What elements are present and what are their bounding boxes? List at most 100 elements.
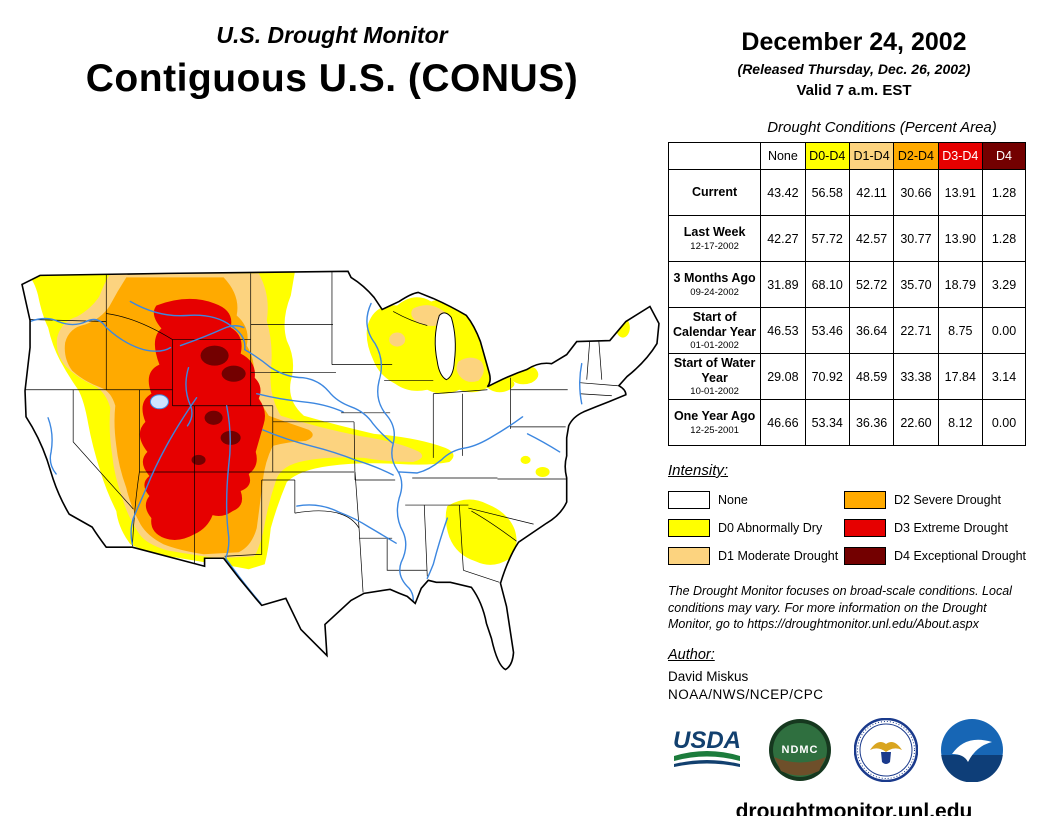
table-row: One Year Ago 12-25-2001 46.66 53.34 36.36… <box>667 399 1026 446</box>
cell-value: 42.27 <box>760 215 806 262</box>
cell-value: 18.79 <box>937 261 984 308</box>
conus-map-container <box>18 264 668 694</box>
table-row: 3 Months Ago 09-24-2002 31.89 68.10 52.72… <box>667 261 1026 308</box>
legend-title: Intensity: <box>668 462 729 479</box>
col-header-d4: D4 <box>982 142 1026 170</box>
region-title: Contiguous U.S. (CONUS) <box>85 57 579 100</box>
usda-swoosh <box>674 750 740 761</box>
cell-value: 0.00 <box>982 399 1026 446</box>
ndmc-logo-text: NDMC <box>782 744 819 756</box>
cell-value: 29.08 <box>760 353 806 400</box>
date-block: December 24, 2002 (Released Thursday, De… <box>668 28 1040 99</box>
table-caption: Drought Conditions (Percent Area) <box>767 119 997 136</box>
cell-value: 30.66 <box>893 169 939 216</box>
row-label: Start of Calendar Year <box>673 310 757 339</box>
row-date: 10-01-2002 <box>690 385 739 397</box>
legend-item-d3: D3 Extreme Drought <box>844 519 1040 537</box>
row-label: Current <box>692 184 738 199</box>
report-title: U.S. Drought Monitor <box>216 22 448 48</box>
release-date: (Released Thursday, Dec. 26, 2002) <box>737 61 971 77</box>
ndmc-logo: NDMC <box>769 718 831 781</box>
ndmc-earth <box>774 756 826 775</box>
cell-value: 70.92 <box>804 353 850 400</box>
state-borders <box>24 271 618 593</box>
conus-outline <box>21 270 660 671</box>
intensity-legend: Intensity: None D0 Abnormally Dry D1 Mod… <box>668 462 1040 569</box>
row-label: Start of Water Year <box>673 356 756 385</box>
map-title-block: U.S. Drought Monitor Contiguous U.S. (CO… <box>0 22 664 101</box>
map-date: December 24, 2002 <box>741 28 967 56</box>
legend-item-d1: D1 Moderate Drought <box>668 547 844 565</box>
swatch-d0 <box>668 519 710 537</box>
table-row: Last Week 12-17-2002 42.27 57.72 42.57 30… <box>667 215 1026 262</box>
legend-label: D2 Severe Drought <box>894 493 1002 507</box>
cell-value: 3.29 <box>982 261 1026 308</box>
noaa-bird <box>952 739 992 762</box>
cell-value: 22.71 <box>893 307 939 354</box>
legend-item-d2: D2 Severe Drought <box>844 491 1040 509</box>
valid-time: Valid 7 a.m. EST <box>796 82 912 99</box>
swatch-d3 <box>844 519 886 537</box>
cell-value: 53.46 <box>804 307 850 354</box>
cell-value: 35.70 <box>893 261 939 308</box>
cell-value: 17.84 <box>937 353 984 400</box>
table-corner-cell <box>667 142 762 170</box>
row-date: 12-25-2001 <box>690 424 739 436</box>
legend-label: D3 Extreme Drought <box>894 521 1008 535</box>
commerce-eagle <box>870 741 902 752</box>
cell-value: 30.77 <box>893 215 939 262</box>
cell-value: 1.28 <box>982 215 1026 262</box>
table-row: Current 43.42 56.58 42.11 30.66 13.91 1.… <box>667 169 1026 216</box>
author-name: David Miskus <box>668 668 749 684</box>
cell-value: 8.75 <box>937 307 984 354</box>
table-row: Start of Water Year 10-01-2002 29.08 70.9… <box>667 353 1026 400</box>
cell-value: 53.34 <box>804 399 850 446</box>
cell-value: 3.14 <box>982 353 1026 400</box>
great-salt-lake <box>149 394 169 410</box>
table-row: Start of Calendar Year 01-01-2002 46.53 5… <box>667 307 1026 354</box>
row-date: 09-24-2002 <box>690 286 739 298</box>
cell-value: 68.10 <box>804 261 850 308</box>
row-label: One Year Ago <box>673 409 756 424</box>
row-label: Last Week <box>683 225 746 240</box>
cell-value: 22.60 <box>893 399 939 446</box>
usda-underline <box>674 759 740 767</box>
legend-item-none: None <box>668 491 844 509</box>
cell-value: 46.53 <box>760 307 806 354</box>
cell-value: 48.59 <box>848 353 895 400</box>
legend-item-d0: D0 Abnormally Dry <box>668 519 844 537</box>
col-header-d0d4: D0-D4 <box>804 142 850 170</box>
cell-value: 52.72 <box>848 261 895 308</box>
col-header-d3d4: D3-D4 <box>937 142 984 170</box>
table-header-row: None D0-D4 D1-D4 D2-D4 D3-D4 D4 <box>667 142 1026 170</box>
legend-label: D0 Abnormally Dry <box>718 521 823 535</box>
swatch-none <box>668 491 710 509</box>
author-heading: Author: <box>668 646 715 663</box>
cell-value: 36.64 <box>848 307 895 354</box>
cell-value: 13.91 <box>937 169 984 216</box>
logo-row: USDA NDMC <box>668 714 1040 786</box>
drought-conditions-table: None D0-D4 D1-D4 D2-D4 D3-D4 D4 Current … <box>667 142 1026 446</box>
cell-value: 56.58 <box>804 169 850 216</box>
rivers <box>29 300 583 606</box>
legend-label: D4 Exceptional Drought <box>894 549 1027 563</box>
cell-value: 13.90 <box>937 215 984 262</box>
commerce-seal-logo <box>854 717 918 782</box>
d3-region-layer <box>139 298 265 540</box>
cell-value: 46.66 <box>760 399 806 446</box>
cell-value: 43.42 <box>760 169 806 216</box>
author-org: NOAA/NWS/NCEP/CPC <box>668 686 824 702</box>
col-header-d2d4: D2-D4 <box>893 142 939 170</box>
footer-url: droughtmonitor.unl.edu <box>735 799 973 816</box>
cell-value: 33.38 <box>893 353 939 400</box>
row-label: 3 Months Ago <box>673 271 756 286</box>
noaa-logo <box>941 718 1003 782</box>
info-panel: December 24, 2002 (Released Thursday, De… <box>667 28 1040 816</box>
legend-item-d4: D4 Exceptional Drought <box>844 547 1040 565</box>
cell-value: 57.72 <box>804 215 850 262</box>
disclaimer-text: The Drought Monitor focuses on broad-sca… <box>668 584 1012 631</box>
swatch-d1 <box>668 547 710 565</box>
swatch-d4 <box>844 547 886 565</box>
row-date: 01-01-2002 <box>690 339 739 351</box>
usda-logo: USDA <box>673 727 741 767</box>
